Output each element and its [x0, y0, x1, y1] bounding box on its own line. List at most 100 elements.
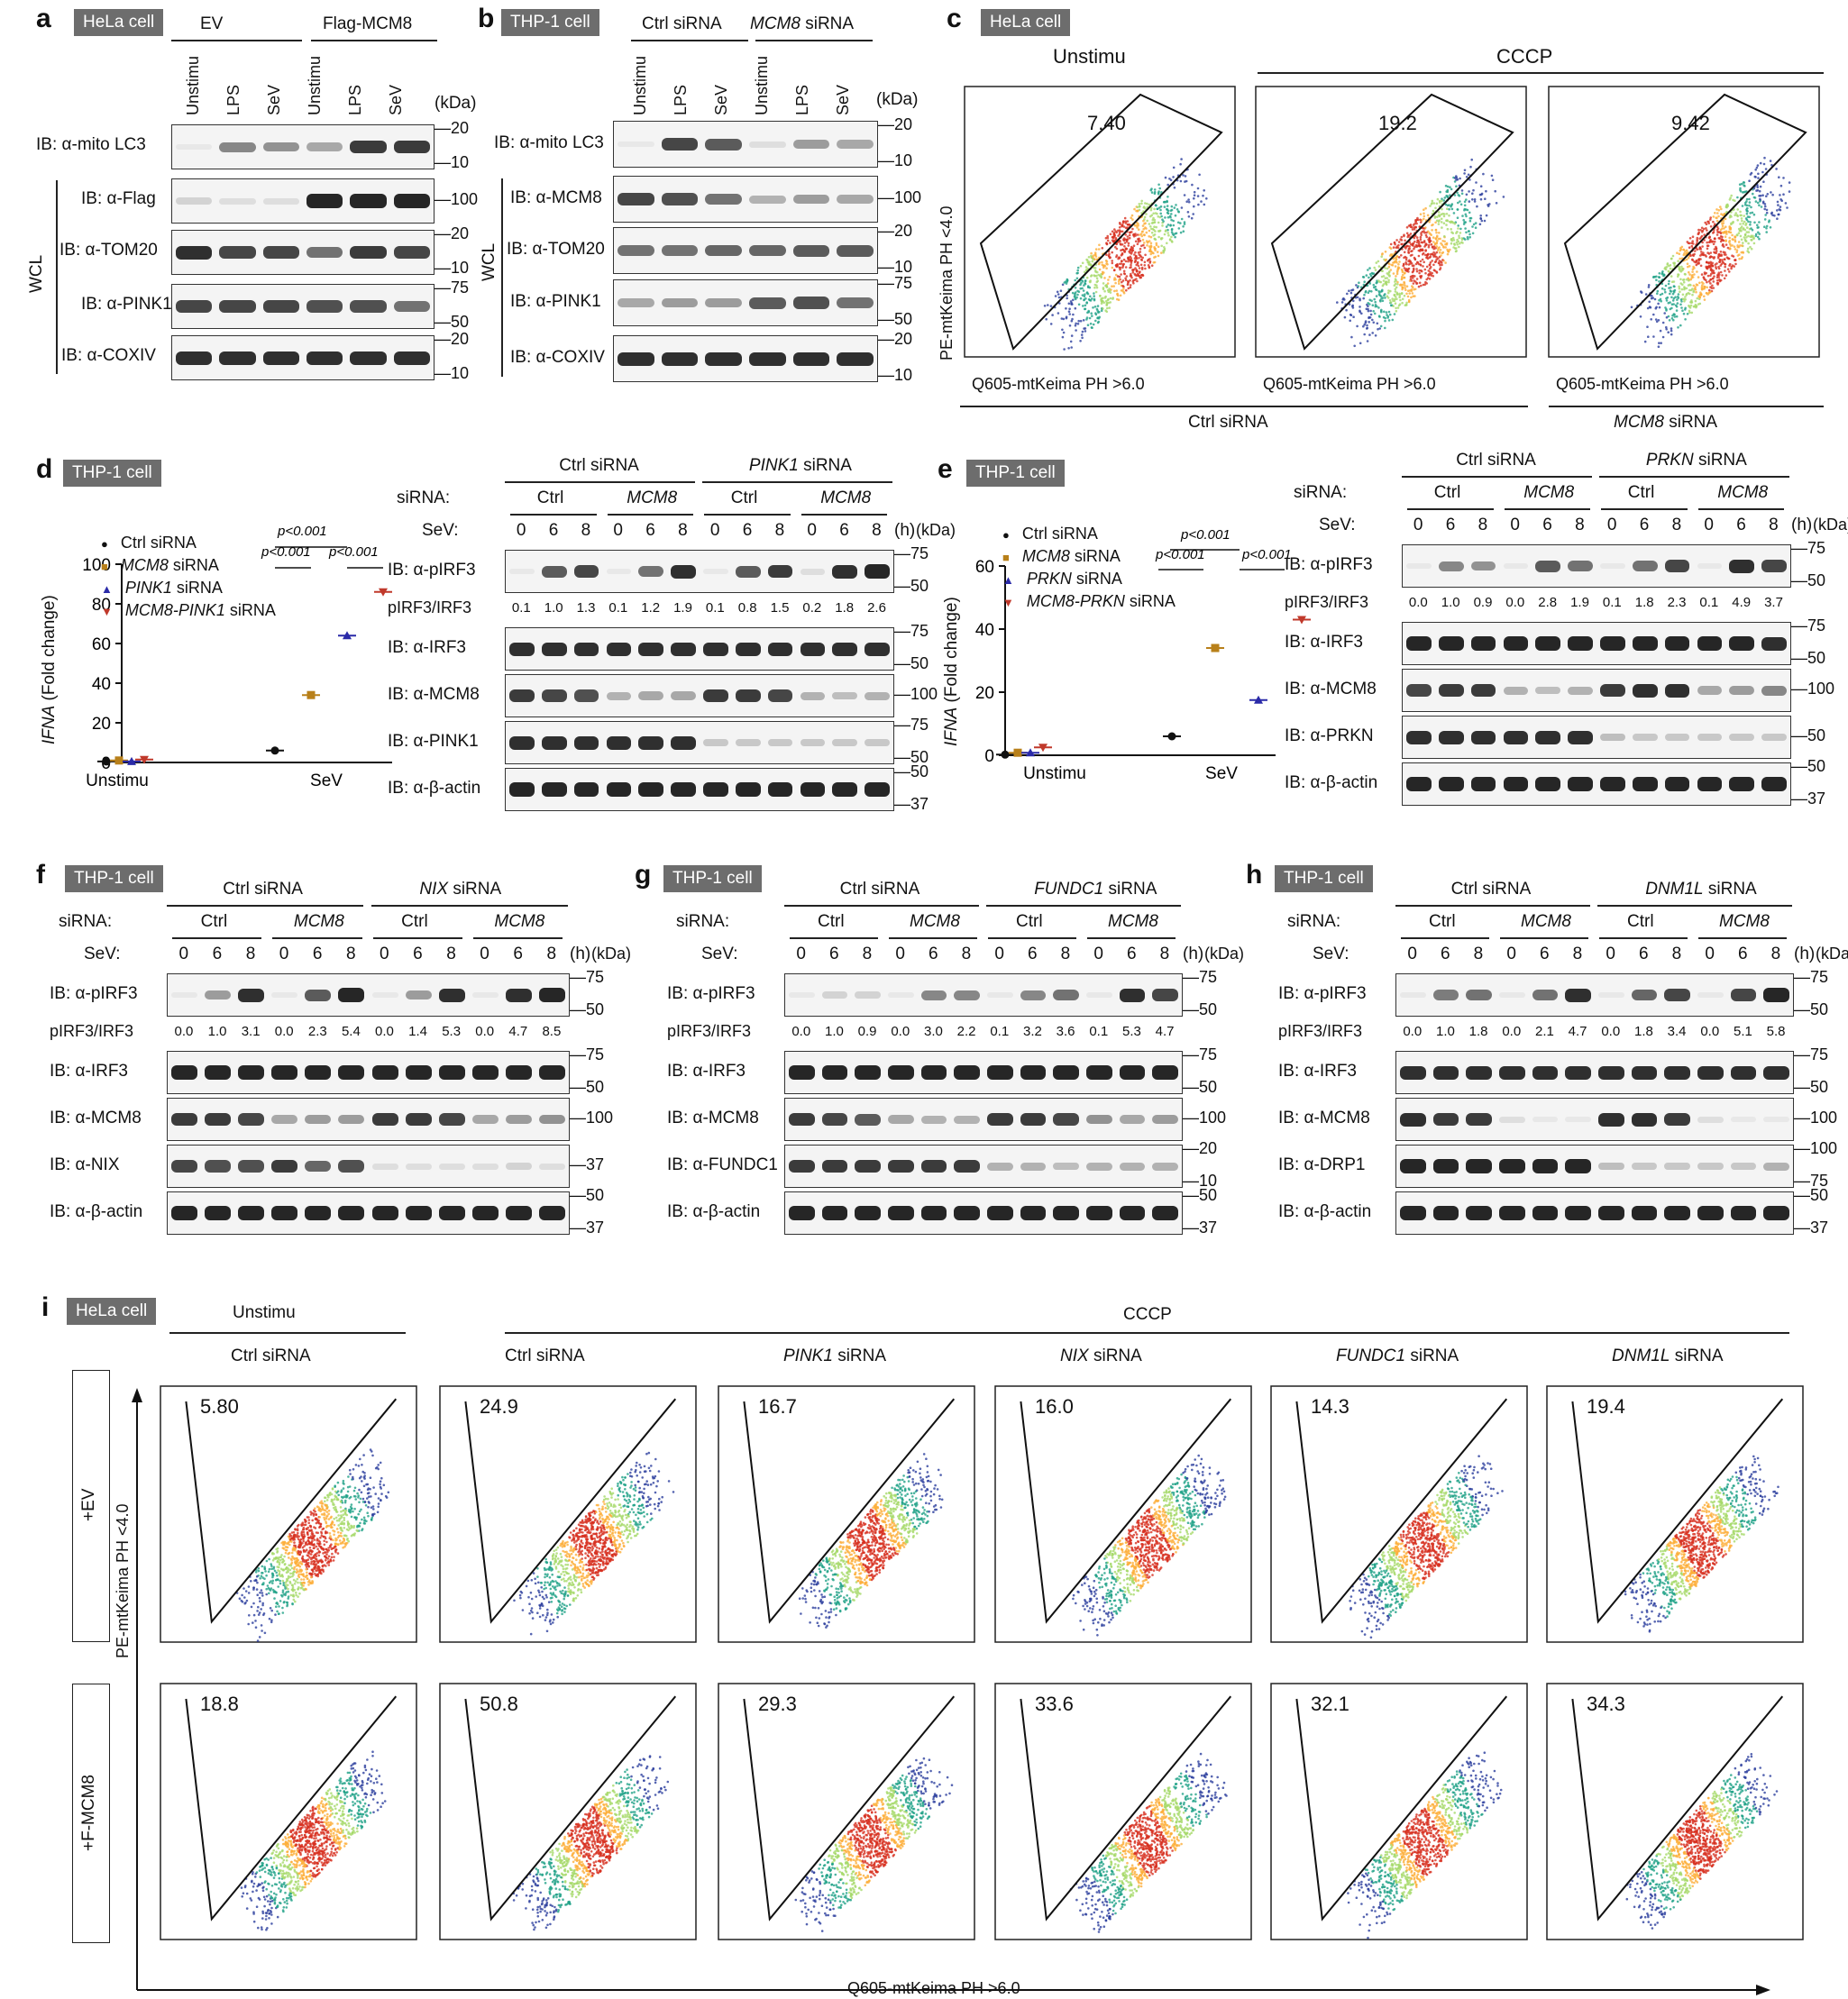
blot-band [1565, 1159, 1591, 1173]
blot-row-label: IB: α-β-actin [388, 779, 481, 798]
blot-band [1020, 1206, 1047, 1220]
time-label: 0 [709, 521, 720, 540]
blot-band [855, 1159, 881, 1173]
blot-band [1532, 1159, 1559, 1173]
blot-band [1503, 636, 1529, 651]
time-label: 0 [994, 945, 1004, 963]
ratio-value: 1.8 [1468, 1024, 1488, 1039]
cond-cccp-i: CCCP [1123, 1305, 1172, 1324]
ratio-value: 1.2 [641, 600, 661, 616]
blot-band [538, 988, 565, 1002]
flow-plot [994, 1683, 1252, 1940]
blot-row-label: IB: α-IRF3 [388, 638, 466, 657]
blot-band [821, 1065, 848, 1080]
time-label: 0 [480, 945, 489, 963]
blot-band [541, 642, 567, 656]
mw-marker: —75 [894, 622, 929, 640]
blot-row-label: IB: α-pIRF3 [1278, 984, 1367, 1003]
kda-unit: (kDa) [1204, 945, 1244, 963]
blot-band [541, 735, 567, 750]
mw-marker: —37 [894, 795, 929, 813]
blot-band [1535, 636, 1561, 651]
i-xaxis: Q605-mtKeima PH >6.0 [847, 1979, 1020, 1997]
blot-band [1432, 990, 1459, 1000]
blot-band [1053, 1113, 1079, 1126]
blot-band [1406, 562, 1432, 570]
blot-band [987, 1162, 1013, 1171]
blot-band [371, 991, 398, 999]
ratio-value: 3.0 [924, 1024, 943, 1039]
time-label: 8 [245, 945, 256, 963]
blot-band [789, 1112, 815, 1127]
x-category-label: Unstimu [86, 771, 149, 790]
blot-band [1600, 562, 1625, 570]
blot-band [350, 194, 387, 208]
blot-row-f [167, 1191, 570, 1235]
mw-marker: —50 [435, 313, 470, 331]
blot-band [671, 782, 696, 797]
blot-band [205, 1065, 232, 1080]
time-label: 0 [1413, 516, 1423, 534]
i-column-header: PINK1 siRNA [783, 1346, 887, 1365]
mw-marker: —100 [1183, 1109, 1227, 1127]
hour-unit: (h) [1791, 516, 1813, 534]
blot-band [1532, 1116, 1559, 1123]
cond-unstimu-c: Unstimu [1053, 45, 1126, 68]
blot-band [262, 246, 299, 259]
blot-band [789, 991, 815, 999]
blot-band [1763, 1116, 1789, 1123]
flow-plot [439, 1683, 697, 1940]
y-tick-label: 20 [975, 684, 994, 703]
legend-entry: ● Ctrl siRNA [1002, 525, 1098, 543]
blot-band [393, 140, 430, 154]
blot-band [1406, 684, 1432, 697]
blot-band [618, 298, 654, 307]
ratio-value: 2.6 [867, 600, 886, 616]
blot-band [262, 300, 299, 313]
blot-band [573, 642, 599, 656]
blot-band [538, 1114, 565, 1125]
blot-band [1400, 1206, 1426, 1220]
mw-marker: —75 [1183, 968, 1218, 986]
data-point [379, 588, 388, 597]
sirna-sub-label: Ctrl [1429, 912, 1456, 931]
c-sub-ctrl: Ctrl siRNA [1188, 413, 1268, 432]
blot-band [541, 689, 567, 702]
ratio-value: 0.9 [857, 1024, 877, 1039]
blot-band [1152, 1115, 1178, 1124]
mw-marker: —20 [1183, 1139, 1218, 1157]
panel-letter-b: b [478, 4, 495, 33]
mw-marker: —100 [1794, 1139, 1838, 1157]
blot-band [661, 138, 699, 151]
blot-band [371, 1163, 398, 1170]
blot-band [792, 297, 830, 309]
blot-band [1400, 991, 1426, 999]
blot-band [789, 1065, 815, 1080]
blot-band [767, 782, 793, 797]
blot-row-g [784, 973, 1183, 1017]
ratio-value: 1.9 [673, 600, 692, 616]
time-label: 0 [1704, 516, 1714, 534]
blot-band [954, 1115, 980, 1124]
blot-band [1438, 730, 1464, 744]
gate-percentage: 33.6 [1035, 1693, 1074, 1715]
flow-plot [718, 1683, 975, 1940]
blot-band [1664, 734, 1690, 741]
blot-band [505, 1115, 532, 1124]
blot-band [1438, 683, 1464, 698]
time-label: 6 [1736, 516, 1746, 534]
mw-marker: —100 [1794, 1109, 1838, 1127]
flow-plot [718, 1385, 975, 1643]
mw-marker: —50 [1183, 1000, 1218, 1018]
blot-band [954, 990, 980, 1000]
blot-band [792, 195, 830, 204]
ratio-value: 0.0 [1700, 1024, 1720, 1039]
mw-marker: —100 [894, 685, 938, 703]
blot-row-g [784, 1051, 1183, 1094]
blot-band [219, 351, 256, 365]
blot-band [171, 1160, 198, 1173]
time-label: 8 [678, 521, 688, 540]
mw-marker: —20 [435, 119, 470, 137]
blot-band [1152, 1065, 1178, 1080]
